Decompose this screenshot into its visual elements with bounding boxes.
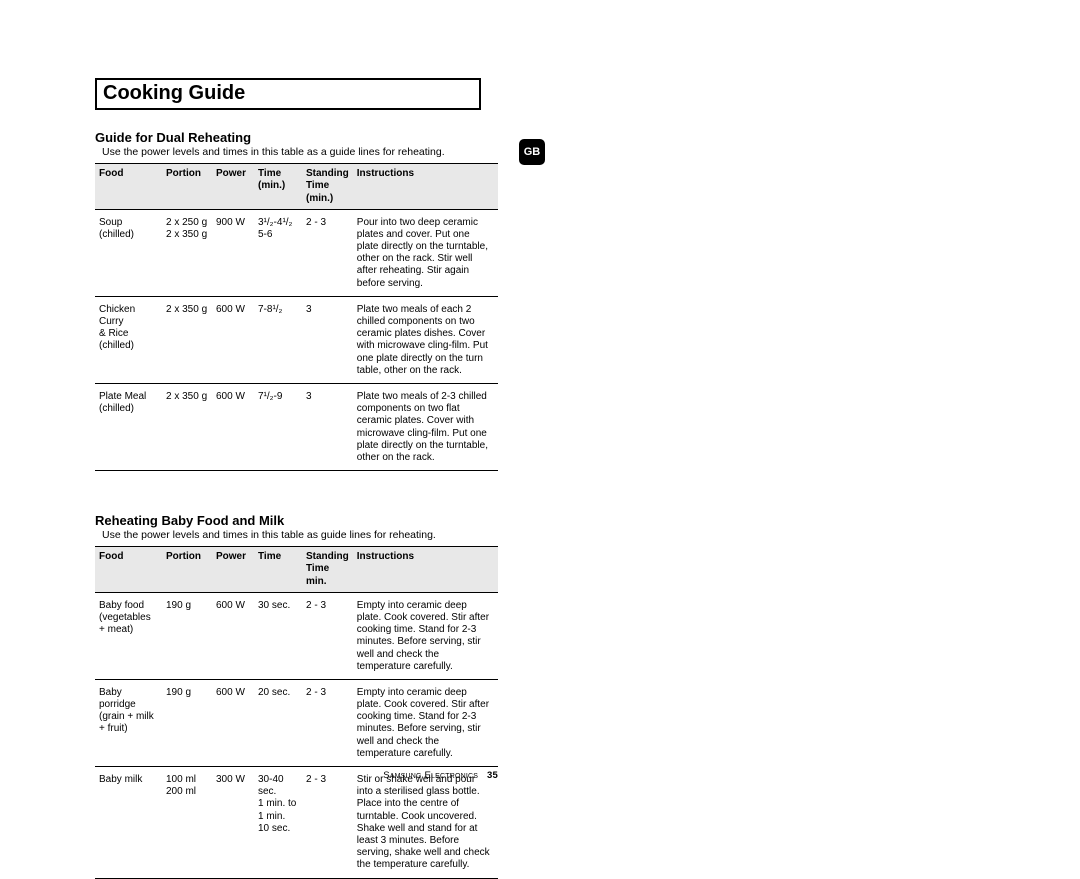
page-number: 35 xyxy=(487,770,498,781)
table-row: Baby porridge (grain + milk + fruit) 190… xyxy=(95,679,498,766)
cell-food: Baby porridge (grain + milk + fruit) xyxy=(95,679,162,766)
table-dual-reheating: Food Portion Power Time(min.) StandingTi… xyxy=(95,163,498,471)
cell-food: Plate Meal (chilled) xyxy=(95,383,162,470)
footer-brand: Samsung Electronics xyxy=(383,770,478,781)
cell-time: 3¹/₂-4¹/₂ 5-6 xyxy=(254,209,302,296)
table-row: Plate Meal (chilled) 2 x 350 g 600 W 7¹/… xyxy=(95,383,498,470)
section-heading: Reheating Baby Food and Milk xyxy=(95,513,498,528)
table-row: Chicken Curry & Rice (chilled) 2 x 350 g… xyxy=(95,296,498,383)
cell-power: 600 W xyxy=(212,383,254,470)
cell-portion: 2 x 350 g xyxy=(162,296,212,383)
cell-power: 300 W xyxy=(212,767,254,879)
cell-time: 30-40 sec. 1 min. to 1 min. 10 sec. xyxy=(254,767,302,879)
cell-standing: 2 - 3 xyxy=(302,679,353,766)
col-standing: StandingTime min. xyxy=(302,547,353,593)
cell-instructions: Empty into ceramic deep plate. Cook cove… xyxy=(353,679,498,766)
cell-time: 7¹/₂-9 xyxy=(254,383,302,470)
table-row: Baby milk 100 ml 200 ml 300 W 30-40 sec.… xyxy=(95,767,498,879)
col-food: Food xyxy=(95,547,162,593)
cell-power: 600 W xyxy=(212,679,254,766)
cell-portion: 190 g xyxy=(162,679,212,766)
cell-portion: 2 x 250 g 2 x 350 g xyxy=(162,209,212,296)
cell-food: Baby milk xyxy=(95,767,162,879)
cell-food: Baby food (vegetables + meat) xyxy=(95,592,162,679)
section-dual-reheating: Guide for Dual Reheating Use the power l… xyxy=(95,130,498,471)
cell-instructions: Plate two meals of each 2 chilled compon… xyxy=(353,296,498,383)
col-time: Time(min.) xyxy=(254,164,302,210)
page-footer: Samsung Electronics 35 xyxy=(95,770,498,781)
cell-instructions: Pour into two deep ceramic plates and co… xyxy=(353,209,498,296)
table-baby-food: Food Portion Power Time StandingTime min… xyxy=(95,546,498,878)
cell-instructions: Empty into ceramic deep plate. Cook cove… xyxy=(353,592,498,679)
cell-food: Soup (chilled) xyxy=(95,209,162,296)
col-food: Food xyxy=(95,164,162,210)
cell-portion: 190 g xyxy=(162,592,212,679)
cell-power: 600 W xyxy=(212,592,254,679)
col-instructions: Instructions xyxy=(353,164,498,210)
col-power: Power xyxy=(212,164,254,210)
cell-portion: 2 x 350 g xyxy=(162,383,212,470)
section-intro: Use the power levels and times in this t… xyxy=(102,146,498,159)
cell-standing: 2 - 3 xyxy=(302,209,353,296)
cell-portion: 100 ml 200 ml xyxy=(162,767,212,879)
cell-standing: 3 xyxy=(302,296,353,383)
cell-time: 7-8¹/₂ xyxy=(254,296,302,383)
table-row: Soup (chilled) 2 x 250 g 2 x 350 g 900 W… xyxy=(95,209,498,296)
cell-time: 30 sec. xyxy=(254,592,302,679)
cell-instructions: Plate two meals of 2-3 chilled component… xyxy=(353,383,498,470)
col-standing: StandingTime (min.) xyxy=(302,164,353,210)
section-heading: Guide for Dual Reheating xyxy=(95,130,498,145)
cell-standing: 2 - 3 xyxy=(302,592,353,679)
section-intro: Use the power levels and times in this t… xyxy=(102,529,498,542)
col-power: Power xyxy=(212,547,254,593)
cell-instructions: Stir or shake well and pour into a steri… xyxy=(353,767,498,879)
table-header-row: Food Portion Power Time(min.) StandingTi… xyxy=(95,164,498,210)
cell-standing: 2 - 3 xyxy=(302,767,353,879)
page: Cooking Guide GB Guide for Dual Reheatin… xyxy=(0,0,1080,813)
title-bar: Cooking Guide xyxy=(95,78,481,110)
page-title: Cooking Guide xyxy=(103,82,473,105)
table-header-row: Food Portion Power Time StandingTime min… xyxy=(95,547,498,593)
cell-power: 600 W xyxy=(212,296,254,383)
cell-standing: 3 xyxy=(302,383,353,470)
cell-food: Chicken Curry & Rice (chilled) xyxy=(95,296,162,383)
section-baby-food: Reheating Baby Food and Milk Use the pow… xyxy=(95,513,498,878)
table-row: Baby food (vegetables + meat) 190 g 600 … xyxy=(95,592,498,679)
cell-time: 20 sec. xyxy=(254,679,302,766)
col-time: Time xyxy=(254,547,302,593)
col-portion: Portion xyxy=(162,164,212,210)
col-instructions: Instructions xyxy=(353,547,498,593)
region-badge: GB xyxy=(519,139,545,165)
col-portion: Portion xyxy=(162,547,212,593)
cell-power: 900 W xyxy=(212,209,254,296)
